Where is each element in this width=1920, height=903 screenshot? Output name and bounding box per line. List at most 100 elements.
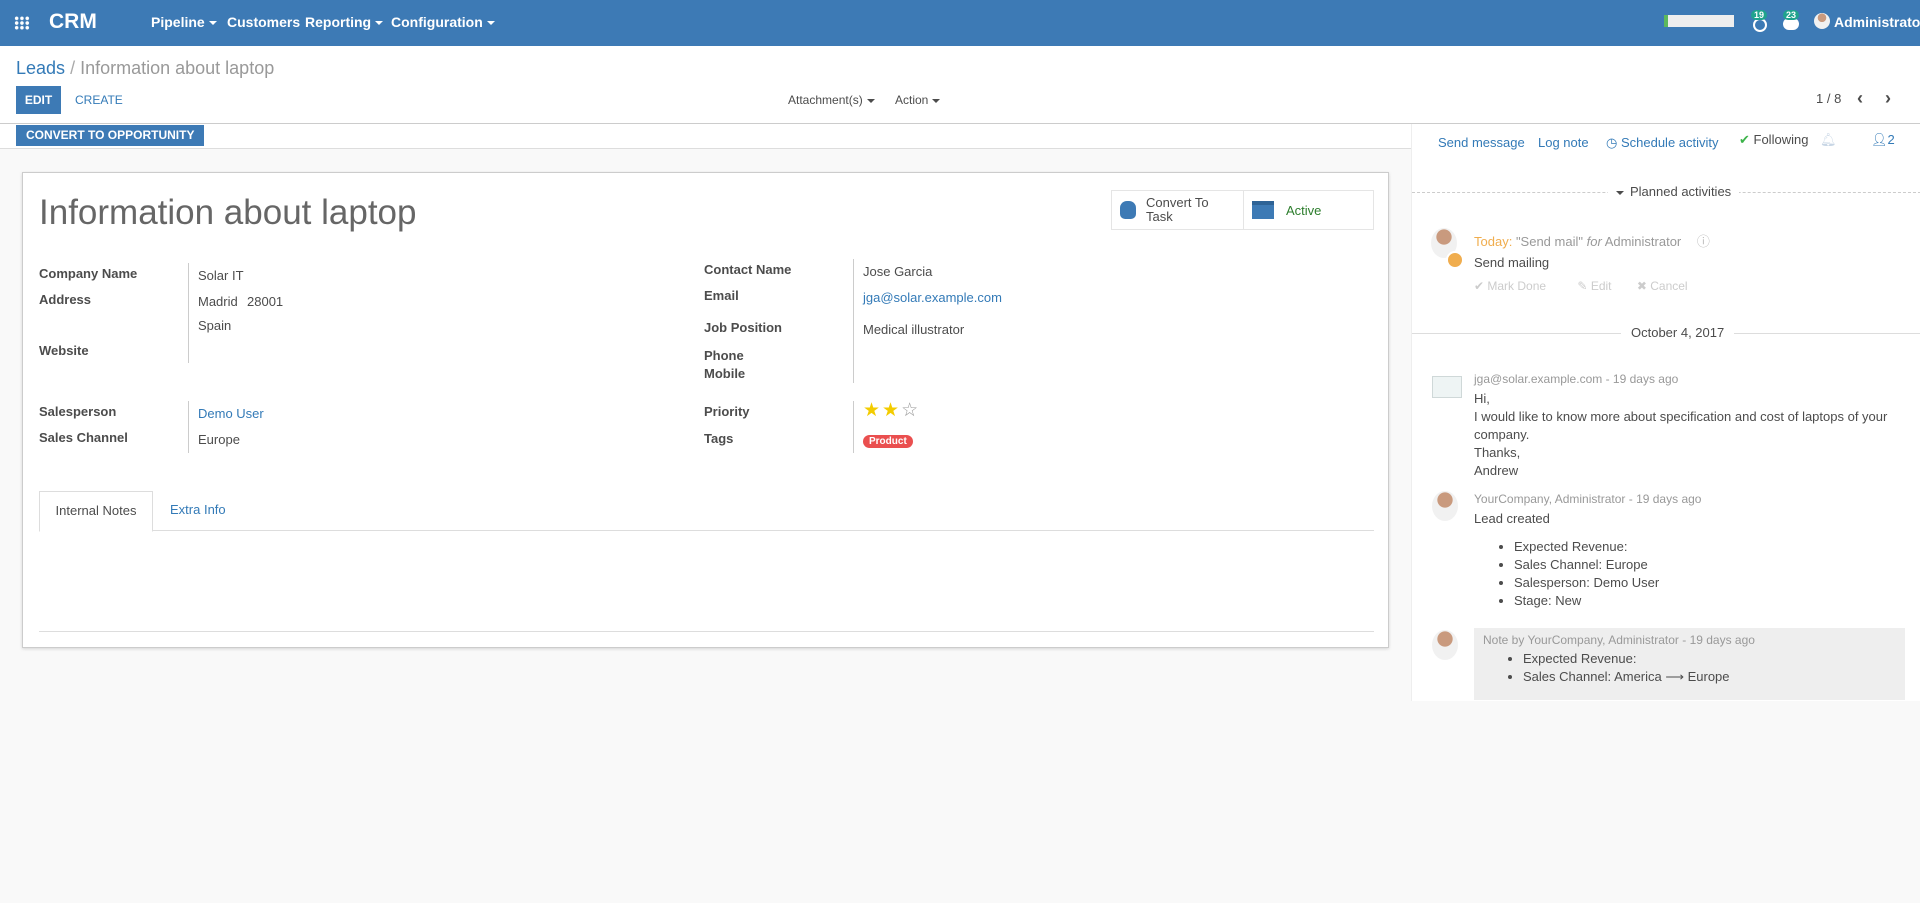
star-empty-icon[interactable]: ☆ [901,400,919,421]
breadcrumb-leads[interactable]: Leads [16,58,66,78]
star-filled-icon[interactable]: ★ [863,400,881,421]
app-name[interactable]: CRM [49,10,97,33]
salesperson-value[interactable]: Demo User [198,406,264,421]
email-envelope-icon [1432,376,1462,398]
edit-activity-button[interactable]: ✎ Edit [1577,279,1612,293]
tracking-list: Expected Revenue: Sales Channel: Europe … [1514,538,1659,610]
pager-previous-icon[interactable]: ‹ [1857,88,1863,108]
tracking-item: Expected Revenue: [1523,650,1730,668]
email-value[interactable]: jga@solar.example.com [863,290,1002,305]
attachments-label: Attachment(s) [788,93,863,107]
note-message: Note by YourCompany, Administrator - 19 … [1474,628,1905,700]
notebook-tabs: Internal Notes Extra Info [39,491,1374,532]
active-toggle-button[interactable]: Active [1244,191,1373,229]
cancel-activity-button[interactable]: ✖ Cancel [1636,279,1688,293]
message-body: Lead created [1474,511,1550,526]
info-icon[interactable]: ⓘ [1696,234,1710,249]
planned-activities-toggle[interactable]: Planned activities [1608,184,1740,199]
caret-down-icon [932,98,941,103]
top-navbar: CRM Pipeline Customers Reporting Configu… [0,0,1920,46]
mobile-label: Mobile [704,366,746,381]
author-avatar [1432,491,1458,521]
message-header: Note by YourCompany, Administrator - 19 … [1483,633,1755,647]
menu-label: Customers [227,14,301,30]
followers-button[interactable]: 👤︎2 [1871,132,1895,148]
user-menu[interactable]: Administrator [1834,14,1920,30]
menu-configuration[interactable]: Configuration [391,14,495,30]
action-dropdown[interactable]: Action [895,93,941,107]
progress-bar [1664,15,1734,27]
attachments-dropdown[interactable]: Attachment(s) [788,93,875,107]
notes-divider [39,631,1374,632]
priority-label: Priority [704,404,750,419]
convert-to-task-button[interactable]: Convert To Task [1112,191,1244,229]
tab-internal-notes[interactable]: Internal Notes [39,491,153,532]
company-label: Company Name [39,266,138,281]
convert-task-label: Convert To Task [1146,195,1209,224]
activity-header: Today: "Send mail" for Administrator ⓘ [1474,231,1710,250]
schedule-label: Schedule activity [1620,135,1719,150]
message-author[interactable]: YourCompany, Administrator [1474,492,1626,506]
user-avatar[interactable] [1814,13,1830,29]
tracking-list: Expected Revenue: Sales Channel: America… [1523,650,1730,686]
menu-reporting[interactable]: Reporting [305,14,384,30]
menu-pipeline[interactable]: Pipeline [151,14,217,30]
create-button[interactable]: CREATE [75,93,123,107]
following-label: Following [1753,132,1809,147]
tracking-item: Sales Channel: Europe [1514,556,1659,574]
tab-extra-info[interactable]: Extra Info [170,502,226,517]
activity-clock-icon[interactable] [1753,18,1767,32]
address-zip: 28001 [247,294,284,309]
message-author: Note by YourCompany, Administrator [1483,633,1679,647]
caret-down-icon [375,21,384,26]
caret-down-icon [208,21,217,26]
active-label: Active [1286,202,1322,218]
sales-channel-value: Europe [198,432,240,447]
website-label: Website [39,343,89,358]
log-note-button[interactable]: Log note [1538,135,1589,150]
breadcrumb: Leads / Information about laptop [16,58,274,79]
tracking-item: Stage: New [1514,592,1659,610]
message-header: YourCompany, Administrator - 19 days ago [1474,492,1701,506]
check-icon: ✔ [1739,132,1754,147]
field-divider [853,401,854,453]
schedule-activity-button[interactable]: ◷ Schedule activity [1606,135,1719,151]
field-divider [188,263,189,363]
bell-icon[interactable]: 🔔︎ [1820,132,1837,147]
author-avatar [1432,630,1458,660]
apps-menu-icon[interactable] [14,16,30,30]
priority-stars[interactable]: ★ ★ ☆ [863,399,920,422]
star-filled-icon[interactable]: ★ [882,400,900,421]
pager-value[interactable]: 1 / 8 [1816,91,1842,106]
messages-icon[interactable] [1783,18,1799,30]
user-icon: 👤︎ [1871,132,1888,147]
contact-value: Jose Garcia [863,264,933,279]
breadcrumb-separator: / [70,58,81,78]
mark-done-button[interactable]: ✔ Mark Done [1474,279,1547,293]
message-author[interactable]: jga@solar.example.com [1474,372,1603,386]
activity-summary: "Send mail" [1515,234,1583,249]
edit-button[interactable]: EDIT [16,86,61,114]
bug-icon [1120,201,1136,219]
date-separator: October 4, 2017 [1621,325,1735,340]
message-date: - 19 days ago [1605,372,1679,386]
tracking-item: Salesperson: Demo User [1514,574,1659,592]
control-panel: Leads / Information about laptop EDIT CR… [0,46,1920,124]
caret-down-icon [486,21,495,26]
caret-down-icon [866,98,875,103]
following-button[interactable]: ✔ Following [1739,132,1808,148]
address-country: Spain [198,318,232,333]
pager-next-icon[interactable]: › [1885,88,1891,108]
menu-customers[interactable]: Customers [227,14,300,30]
field-divider [853,259,854,383]
message-line: Thanks, [1474,445,1521,460]
tags-label: Tags [704,431,734,446]
email-label: Email [704,288,739,303]
send-message-button[interactable]: Send message [1438,135,1525,150]
phone-label: Phone [704,348,744,363]
job-position-value: Medical illustrator [863,322,965,337]
tag-product[interactable]: Product [863,435,913,448]
form-sheet: Convert To Task Active Information about… [22,172,1389,648]
convert-to-opportunity-button[interactable]: CONVERT TO OPPORTUNITY [16,125,205,146]
activity-actions: ✔ Mark Done ✎ Edit ✖ Cancel [1474,279,1688,293]
